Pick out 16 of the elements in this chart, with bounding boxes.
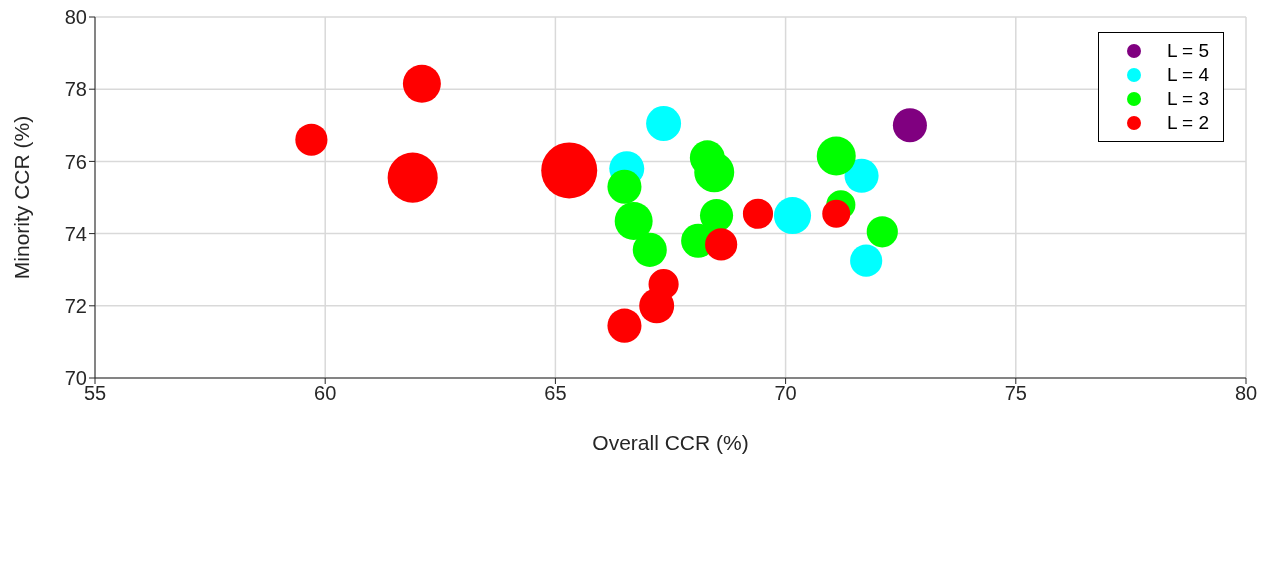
x-tick-label: 60 [314,382,337,405]
y-tick-label: 72 [64,294,87,317]
x-tick-label: 80 [1234,382,1258,405]
y-tick-label: 78 [64,78,87,101]
legend-label: L = 3 [1166,88,1209,110]
x-tick-label: 70 [774,382,797,405]
legend-label: L = 4 [1166,64,1209,86]
y-axis-title: Minority CCR (%) [10,115,34,280]
legend-label: L = 5 [1166,40,1209,62]
x-tick-label: 65 [544,382,567,405]
y-tick-label: 76 [64,150,87,173]
y-tick-label: 74 [64,222,87,245]
legend-label: L = 2 [1166,112,1209,134]
x-axis-title: Overall CCR (%) [592,431,749,454]
y-tick-label: 80 [64,6,87,29]
x-tick-label: 75 [1004,382,1027,405]
